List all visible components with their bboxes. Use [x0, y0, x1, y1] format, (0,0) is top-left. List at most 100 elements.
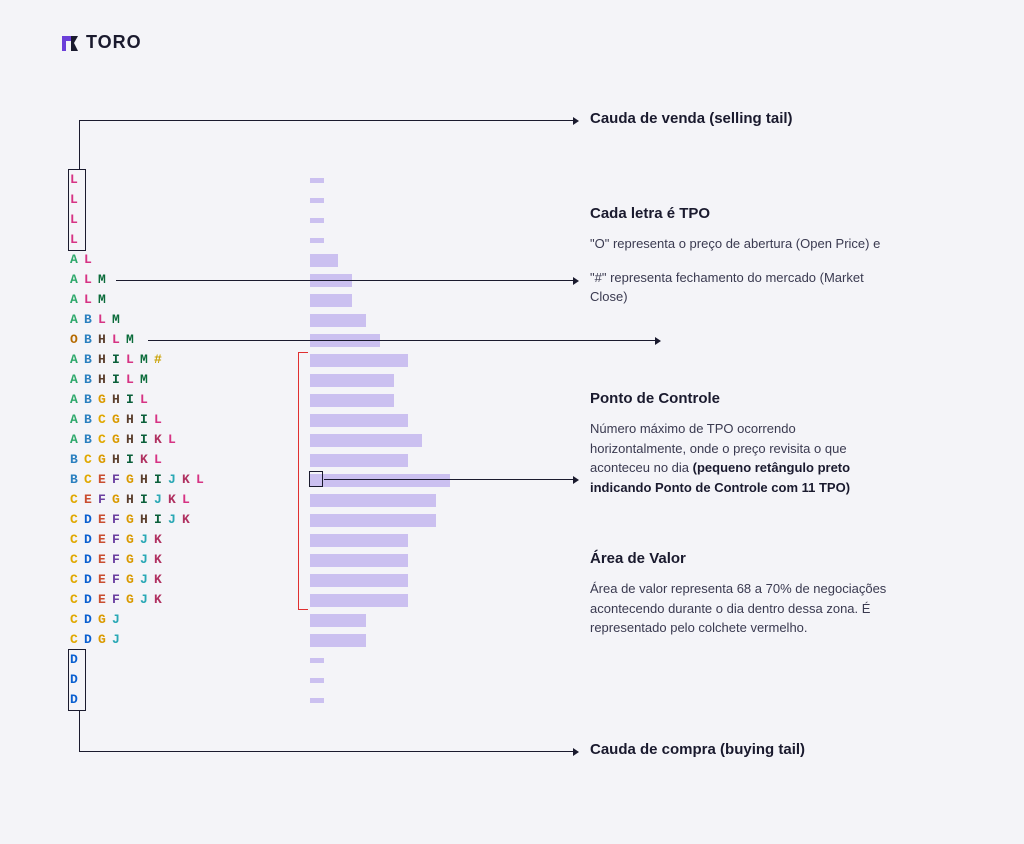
- tpo-letter: A: [70, 370, 84, 390]
- tpo-letter: H: [126, 490, 140, 510]
- histogram-bar: [310, 514, 436, 527]
- toro-icon: [60, 33, 80, 53]
- tpo-letter: J: [140, 570, 154, 590]
- tpo-letter: F: [112, 550, 126, 570]
- tpo-annotation: Cada letra é TPO "O" representa o preço …: [590, 205, 890, 307]
- histogram-bar: [310, 414, 408, 427]
- histogram-bar: [310, 294, 352, 307]
- tpo-letter: L: [126, 370, 140, 390]
- bar-row: [310, 370, 450, 390]
- tpo-letter: J: [140, 590, 154, 610]
- tpo-letter: B: [84, 390, 98, 410]
- tpo-letter: E: [98, 530, 112, 550]
- bar-row: [310, 630, 450, 650]
- tpo-letter-grid: LLLLALALMALMABLMOBHLMABHILM#ABHILMABGHIL…: [70, 170, 210, 710]
- tpo-letter: G: [98, 390, 112, 410]
- tpo-letter: E: [84, 490, 98, 510]
- tpo-letter: C: [70, 570, 84, 590]
- poc-title: Ponto de Controle: [590, 390, 890, 407]
- tpo-letter: K: [154, 550, 168, 570]
- tpo-letter: I: [154, 470, 168, 490]
- tpo-letter: H: [140, 470, 154, 490]
- tpo-letter: D: [84, 510, 98, 530]
- histogram-bar: [310, 698, 324, 703]
- tpo-letter: M: [140, 350, 154, 370]
- tpo-letter: L: [84, 250, 98, 270]
- tpo-letter: L: [98, 310, 112, 330]
- tpo-row: ABHILM#: [70, 350, 210, 370]
- tpo-letter: G: [126, 550, 140, 570]
- tpo-letter: I: [112, 370, 126, 390]
- tpo-row: BCGHIKL: [70, 450, 210, 470]
- bar-row: [310, 310, 450, 330]
- tpo-row: CDGJ: [70, 610, 210, 630]
- selling-tail-label: Cauda de venda (selling tail): [590, 110, 793, 127]
- tpo-letter: C: [70, 490, 84, 510]
- tpo-letter: G: [98, 450, 112, 470]
- tpo-letter: E: [98, 590, 112, 610]
- tpo-letter: K: [154, 570, 168, 590]
- tpo-letter: H: [98, 330, 112, 350]
- tpo-letter: L: [70, 190, 84, 210]
- tpo-letter: C: [98, 430, 112, 450]
- tpo-letter: A: [70, 350, 84, 370]
- tpo-letter: L: [154, 450, 168, 470]
- histogram-bar: [310, 198, 324, 203]
- histogram-bar: [310, 178, 324, 183]
- tpo-letter: C: [70, 630, 84, 650]
- tpo-letter: L: [70, 230, 84, 250]
- poc-indicator-box: [309, 471, 323, 487]
- tpo-letter: B: [70, 470, 84, 490]
- tpo-letter: B: [84, 330, 98, 350]
- tpo-row: ABCGHIKL: [70, 430, 210, 450]
- tpo-row: ABLM: [70, 310, 210, 330]
- histogram-bar: [310, 494, 436, 507]
- tpo-letter: F: [112, 470, 126, 490]
- tpo-letter: L: [154, 410, 168, 430]
- tpo-letter: C: [84, 450, 98, 470]
- tpo-letter: M: [112, 310, 126, 330]
- tpo-letter: E: [98, 550, 112, 570]
- tpo-letter: B: [84, 350, 98, 370]
- bar-row: [310, 210, 450, 230]
- buying-tail-arrow: [79, 751, 574, 752]
- tpo-letter: K: [154, 430, 168, 450]
- tpo-row: CDGJ: [70, 630, 210, 650]
- histogram-bar: [310, 634, 366, 647]
- tpo-row: ABGHIL: [70, 390, 210, 410]
- tpo-letter: B: [84, 430, 98, 450]
- tpo-letter: A: [70, 390, 84, 410]
- tpo-letter: A: [70, 310, 84, 330]
- tpo-letter: L: [126, 350, 140, 370]
- histogram-bar: [310, 238, 324, 243]
- tpo-letter: A: [70, 290, 84, 310]
- bar-row: [310, 450, 450, 470]
- bar-row: [310, 490, 450, 510]
- bar-row: [310, 410, 450, 430]
- tpo-letter: D: [84, 630, 98, 650]
- tpo-letter: G: [126, 590, 140, 610]
- tpo-row: L: [70, 230, 210, 250]
- tpo-row: ALM: [70, 290, 210, 310]
- tpo-letter: G: [98, 630, 112, 650]
- selling-tail-vert: [79, 120, 80, 169]
- tpo-letter: M: [126, 330, 140, 350]
- tpo-letter: C: [70, 510, 84, 530]
- tpo-row: CDEFGJK: [70, 590, 210, 610]
- poc-annotation: Ponto de Controle Número máximo de TPO o…: [590, 390, 890, 497]
- buying-tail-label: Cauda de compra (buying tail): [590, 741, 805, 758]
- tpo-letter: I: [140, 410, 154, 430]
- tpo-letter: F: [112, 570, 126, 590]
- tpo-letter: L: [70, 170, 84, 190]
- tpo-arrow-2: [148, 340, 656, 341]
- bar-row: [310, 250, 450, 270]
- tpo-letter: C: [70, 550, 84, 570]
- tpo-letter: C: [70, 530, 84, 550]
- tpo-row: BCEFGHIJKL: [70, 470, 210, 490]
- bar-row: [310, 550, 450, 570]
- tpo-row: L: [70, 210, 210, 230]
- tpo-letter: I: [140, 490, 154, 510]
- tpo-letter: A: [70, 430, 84, 450]
- tpo-letter: L: [196, 470, 210, 490]
- bar-row: [310, 670, 450, 690]
